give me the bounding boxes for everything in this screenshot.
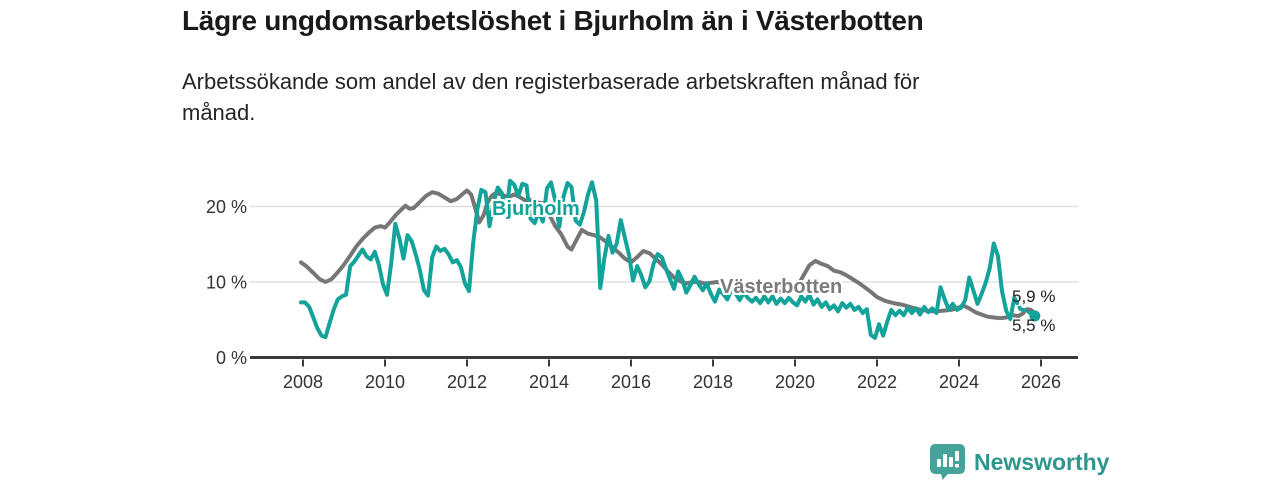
series-line-bjurholm [299,178,1017,340]
x-axis-label: 2020 [775,372,815,392]
series-line-västerbotten [299,188,1037,321]
newsworthy-logo-icon [930,444,965,480]
y-axis-label: 20 % [206,197,247,217]
y-axis-label: 10 % [206,273,247,293]
x-axis-label: 2012 [447,372,487,392]
x-axis-label: 2016 [611,372,651,392]
x-axis-label: 2022 [857,372,897,392]
series-label-vasterbotten: Västerbotten [720,276,843,298]
logo-bars [937,451,959,468]
x-axis-label: 2010 [365,372,405,392]
newsworthy-logo-text: Newsworthy [974,448,1110,475]
chart-subtitle: Arbetssökande som andel av den registerb… [182,69,920,125]
series-label-bjurholm: Bjurholm [492,198,580,220]
x-axis-label: 2018 [693,372,733,392]
latest-value-vasterbotten: 5,9 % [1012,287,1056,306]
page-title: Lägre ungdomsarbetslöshet i Bjurholm än … [182,5,924,36]
x-axis-label: 2026 [1021,372,1061,392]
y-axis-label: 0 % [216,348,247,368]
x-axis-label: 2024 [939,372,979,392]
latest-point-dot [1029,310,1041,322]
x-axis-label: 2008 [283,372,323,392]
x-axis-label: 2014 [529,372,569,392]
latest-value-bjurholm: 5,5 % [1012,316,1056,335]
newsworthy-logo: Newsworthy [929,443,1109,480]
